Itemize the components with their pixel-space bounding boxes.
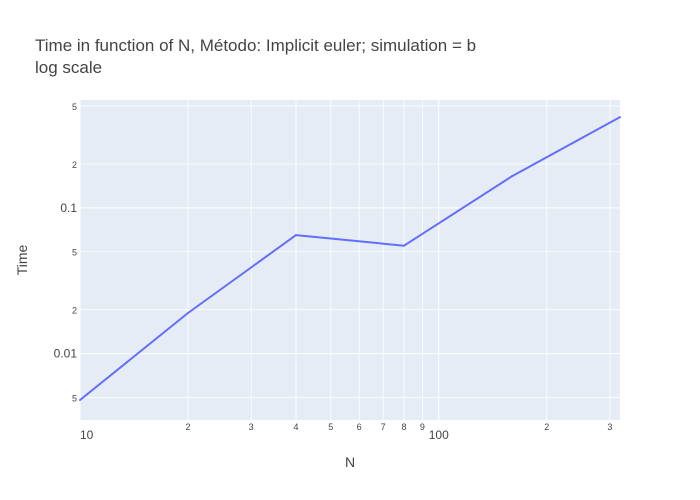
x-tick-label: 10	[80, 428, 94, 442]
x-tick-label: 3	[607, 422, 612, 432]
y-tick-label: 5	[72, 248, 77, 258]
y-tick-label: 0.01	[54, 347, 78, 361]
y-tick-label: 5	[72, 102, 77, 112]
y-tick-label: 5	[72, 393, 77, 403]
data-point	[79, 399, 81, 402]
x-axis-title: N	[345, 454, 355, 470]
series-line-0	[79, 116, 621, 401]
chart-title: Time in function of N, Método: Implicit …	[35, 36, 476, 55]
x-axis-ticks: 10 2 3 4 5 6 7 8 9 100 2 3	[80, 422, 612, 442]
data-point	[295, 234, 297, 237]
x-tick-label: 6	[357, 422, 362, 432]
data-point	[619, 116, 621, 119]
y-axis-title: Time	[14, 244, 30, 275]
chart-subtitle: log scale	[35, 58, 102, 77]
data-point	[187, 311, 189, 314]
data-point	[403, 244, 405, 247]
grid-lines	[79, 100, 620, 420]
plot-background	[80, 100, 620, 420]
y-tick-label: 2	[72, 160, 77, 170]
x-tick-label: 2	[185, 422, 190, 432]
data-point	[511, 175, 513, 178]
x-tick-label: 4	[293, 422, 298, 432]
y-tick-label: 0.1	[60, 201, 77, 215]
x-tick-label: 9	[420, 422, 425, 432]
y-tick-label: 2	[72, 306, 77, 316]
series-layer	[79, 116, 621, 402]
x-tick-label: 5	[328, 422, 333, 432]
x-tick-label: 2	[544, 422, 549, 432]
x-tick-label: 3	[249, 422, 254, 432]
x-tick-label: 7	[381, 422, 386, 432]
x-tick-label: 8	[401, 422, 406, 432]
x-tick-label: 100	[429, 428, 449, 442]
y-axis-ticks: 5 0.01 2 5 0.1 2 5	[54, 102, 78, 403]
